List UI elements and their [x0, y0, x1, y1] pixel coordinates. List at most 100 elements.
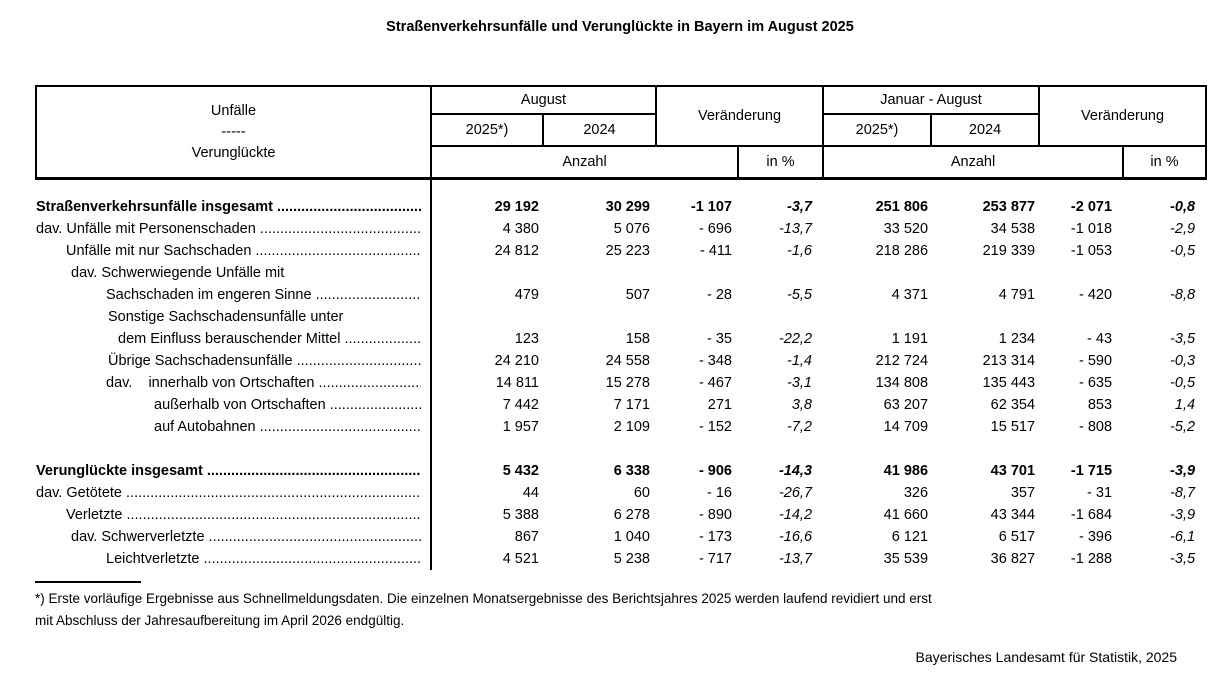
value-cell: -1 018 [1070, 221, 1113, 237]
value-cell: 357 [1010, 485, 1036, 501]
value-cell: 219 339 [982, 243, 1036, 259]
row-label: Unfälle mit nur Sachschaden ............… [36, 240, 432, 262]
value-cell: - 35 [707, 331, 732, 347]
value-cell: 213 314 [982, 353, 1036, 369]
value-cell: -0,3 [1170, 353, 1196, 369]
value-cell: 43 344 [990, 507, 1036, 523]
value-cell: 212 724 [875, 353, 929, 369]
value-cell: 4 791 [998, 287, 1036, 303]
value-cell [431, 262, 543, 284]
value-cell: 41 660 [883, 507, 929, 523]
value-cell [738, 262, 823, 284]
value-cell: -14,2 [778, 507, 813, 523]
value-cell: -0,8 [1170, 199, 1196, 215]
value-cell: - 717 [698, 551, 732, 567]
header-anzahl-august: Anzahl [430, 145, 739, 180]
header-change-august: Veränderung [654, 85, 825, 147]
value-cell: -26,7 [778, 485, 813, 501]
header-august-2025: 2025*) [430, 113, 544, 147]
value-cell [931, 438, 1039, 460]
value-cell: 24 210 [494, 353, 539, 369]
value-cell: - 590 [1078, 353, 1113, 369]
value-cell: 33 520 [883, 221, 929, 237]
value-cell: 853 [1087, 397, 1113, 413]
header-january-august-group: Januar - August [822, 85, 1041, 115]
value-cell: - 28 [707, 287, 732, 303]
value-cell: -3,5 [1170, 551, 1196, 567]
row-label: außerhalb von Ortschaften ..............… [36, 394, 432, 416]
value-cell: -8,7 [1170, 485, 1196, 501]
value-cell: - 16 [707, 485, 732, 501]
value-cell: 15 278 [605, 375, 650, 391]
value-cell: - 396 [1078, 529, 1113, 545]
value-cell: 251 806 [875, 199, 929, 215]
header-jan-aug-2024: 2024 [930, 113, 1041, 147]
value-cell: 1,4 [1174, 397, 1196, 413]
value-cell: 5 076 [613, 221, 650, 237]
value-cell: - 890 [698, 507, 732, 523]
source-attribution: Bayerisches Landesamt für Statistik, 202… [915, 649, 1177, 665]
row-label: Verunglückte insgesamt .................… [36, 460, 432, 482]
value-cell [738, 438, 823, 460]
value-cell: -1,4 [787, 353, 813, 369]
header-side-bottom: Verunglückte [191, 144, 276, 161]
header-in-percent-jan-aug: in % [1122, 145, 1208, 180]
value-cell: -3,9 [1170, 507, 1196, 523]
row-label: dav. Getötete ..........................… [36, 482, 432, 504]
value-cell: -8,8 [1170, 287, 1196, 303]
value-cell [1123, 262, 1206, 284]
header-change-january-august: Veränderung [1038, 85, 1208, 147]
row-label: Sachschaden im engeren Sinne ...........… [36, 284, 432, 306]
value-cell [431, 306, 543, 328]
value-cell: -3,1 [787, 375, 813, 391]
value-cell: 14 811 [495, 375, 539, 391]
value-cell: 1 191 [891, 331, 929, 347]
value-cell: 1 040 [613, 529, 650, 545]
value-cell [656, 306, 738, 328]
value-cell: 15 517 [990, 419, 1036, 435]
value-cell: 1 234 [998, 331, 1036, 347]
value-cell: 507 [625, 287, 650, 303]
header-side-separator: ----- [221, 123, 246, 140]
value-cell [543, 262, 656, 284]
row-label: Verletzte ..............................… [36, 504, 432, 526]
value-cell [656, 438, 738, 460]
value-cell: 2 109 [613, 419, 650, 435]
value-cell: -0,5 [1170, 243, 1196, 259]
value-cell: -14,3 [778, 463, 813, 479]
row-label: Straßenverkehrsunfälle insgesamt .......… [36, 178, 432, 218]
value-cell: -7,2 [787, 419, 813, 435]
value-cell: 24 812 [494, 243, 539, 259]
value-cell [543, 306, 656, 328]
value-cell: - 173 [698, 529, 732, 545]
value-cell: - 411 [700, 243, 732, 259]
value-cell [543, 438, 656, 460]
value-cell: 63 207 [883, 397, 929, 413]
value-cell: -2 071 [1070, 199, 1113, 215]
value-cell: 5 432 [502, 463, 539, 479]
value-cell: -3,7 [787, 199, 813, 215]
value-cell [931, 306, 1039, 328]
header-in-percent-august: in % [736, 145, 825, 180]
value-cell: -22,2 [778, 331, 813, 347]
value-cell: -13,7 [778, 551, 813, 567]
value-cell [656, 262, 738, 284]
value-cell: -1,6 [787, 243, 813, 259]
value-cell: 123 [514, 331, 539, 347]
row-label: Sonstige Sachschadensunfälle unter [36, 306, 432, 328]
value-cell: 4 380 [502, 221, 539, 237]
value-cell: 158 [625, 331, 650, 347]
value-cell: 479 [514, 287, 539, 303]
row-label: dav. Unfälle mit Personenschaden .......… [36, 218, 432, 240]
value-cell: 4 521 [502, 551, 539, 567]
value-cell: 6 338 [613, 463, 650, 479]
value-cell: 34 538 [990, 221, 1036, 237]
value-cell: 218 286 [875, 243, 929, 259]
value-cell: 25 223 [605, 243, 650, 259]
value-cell: -3,9 [1170, 463, 1196, 479]
value-cell: -1 107 [690, 199, 732, 215]
value-cell [823, 438, 931, 460]
value-cell: 867 [514, 529, 539, 545]
value-cell: - 348 [698, 353, 732, 369]
